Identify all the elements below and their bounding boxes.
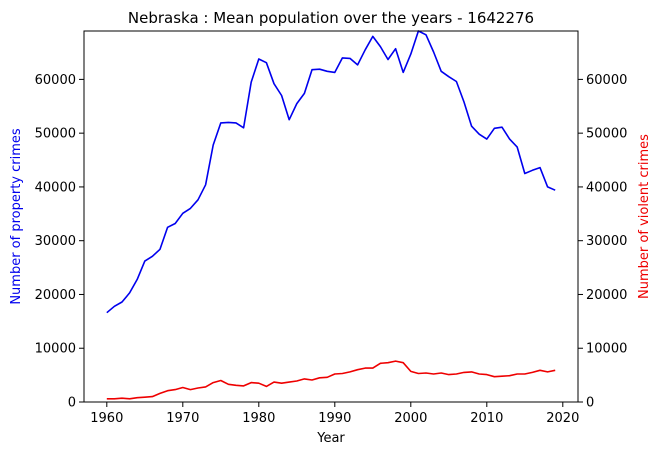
x-tick-label: 2010 xyxy=(470,411,503,426)
y-left-tick-label: 0 xyxy=(68,396,76,411)
y-right-tick-label: 40000 xyxy=(586,180,627,195)
x-tick-label: 2020 xyxy=(546,411,579,426)
y-right-tick-label: 50000 xyxy=(586,127,627,142)
y-right-tick-label: 20000 xyxy=(586,288,627,303)
violent-crimes-line xyxy=(106,360,556,400)
y-left-tick-label: 40000 xyxy=(35,180,76,195)
chart-title: Nebraska : Mean population over the year… xyxy=(128,9,534,27)
x-axis-ticks: 1960 1970 1980 1990 2000 2010 2020 xyxy=(90,402,579,426)
y-left-tick-label: 60000 xyxy=(35,73,76,88)
x-tick-label: 1970 xyxy=(166,411,199,426)
x-axis-label: Year xyxy=(316,431,345,446)
series-layer xyxy=(106,30,556,400)
y-axis-left-ticks: 0 10000 20000 30000 40000 50000 60000 xyxy=(35,73,84,411)
x-tick-label: 1990 xyxy=(318,411,351,426)
y-left-tick-label: 20000 xyxy=(35,288,76,303)
y-axis-left-label: Number of property crimes xyxy=(9,128,24,305)
y-axis-right-ticks: 0 10000 20000 30000 40000 50000 60000 xyxy=(578,73,627,411)
property-crimes-line xyxy=(106,30,556,314)
x-tick-label: 2000 xyxy=(394,411,427,426)
y-left-tick-label: 30000 xyxy=(35,234,76,249)
y-right-tick-label: 30000 xyxy=(586,234,627,249)
y-left-tick-label: 10000 xyxy=(35,342,76,357)
plot-frame xyxy=(83,30,579,403)
x-tick-label: 1960 xyxy=(90,411,123,426)
y-right-tick-label: 60000 xyxy=(586,73,627,88)
x-tick-label: 1980 xyxy=(242,411,275,426)
y-right-tick-label: 10000 xyxy=(586,342,627,357)
y-axis-right-label: Number of violent crimes xyxy=(637,134,652,299)
y-left-tick-label: 50000 xyxy=(35,127,76,142)
y-right-tick-label: 0 xyxy=(586,396,594,411)
